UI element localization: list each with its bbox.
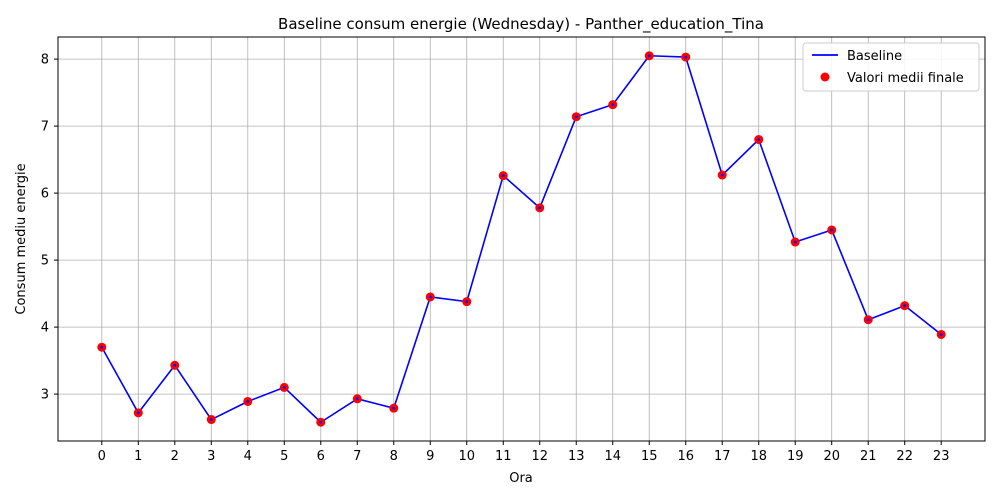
x-tick-label: 22 (896, 449, 913, 464)
line-vertex (939, 333, 943, 336)
line-vertex (319, 420, 323, 424)
line-vertex (465, 300, 469, 304)
x-tick-label: 7 (353, 449, 361, 464)
x-tick-label: 18 (750, 449, 767, 464)
plot-series (97, 51, 946, 427)
x-tick-label: 15 (641, 449, 658, 464)
x-tick-label: 17 (714, 449, 731, 464)
x-tick-label: 13 (568, 449, 585, 464)
legend: Baseline Valori medii finale (802, 42, 980, 92)
legend-label-valori-medii: Valori medii finale (847, 71, 964, 86)
line-vertex (903, 304, 907, 308)
x-tick-label: 11 (495, 449, 512, 464)
x-tick-label: 3 (207, 449, 215, 464)
line-vertex (355, 397, 359, 401)
line-vertex (428, 295, 432, 299)
line-vertex (282, 386, 286, 389)
baseline-line (101, 54, 942, 424)
line-vertex (647, 54, 651, 58)
legend-label-baseline: Baseline (847, 49, 902, 64)
x-axis-label: Ora (509, 471, 533, 486)
x-tick-label: 23 (933, 449, 950, 464)
x-tick-label: 19 (787, 449, 804, 464)
line-vertex (173, 363, 177, 367)
x-tick-label: 6 (317, 449, 325, 464)
line-vertex (830, 228, 834, 232)
line-vertex (209, 418, 213, 421)
line-vertex (136, 411, 140, 415)
x-tick-label: 5 (280, 449, 288, 464)
x-tick-label: 21 (860, 449, 877, 464)
line-vertex (611, 103, 615, 107)
axis-ticks: 0 1 2 3 4 5 6 7 8 9 10 11 12 13 14 15 16 17 18 19 20 21 22 2334… (41, 53, 950, 464)
x-tick-label: 10 (458, 449, 475, 464)
x-tick-label: 8 (390, 449, 398, 464)
x-tick-label: 1 (134, 449, 142, 464)
y-axis-label: Consum mediu energie (14, 163, 29, 314)
x-tick-label: 4 (244, 449, 252, 464)
legend-dot-swatch (820, 72, 830, 82)
line-vertex (793, 240, 797, 244)
legend-box (802, 42, 980, 92)
line-vertex (100, 345, 104, 349)
y-tick-label: 4 (41, 321, 49, 336)
x-tick-label: 12 (531, 449, 548, 464)
x-tick-label: 14 (604, 449, 621, 464)
line-vertex (720, 173, 724, 177)
line-vertex (246, 400, 250, 403)
line-vertex (501, 174, 505, 178)
line-vertex (684, 55, 688, 59)
y-tick-label: 3 (41, 388, 49, 403)
line-vertex (392, 406, 396, 410)
line-vertex (866, 318, 870, 322)
x-tick-label: 2 (171, 449, 179, 464)
y-tick-label: 6 (41, 187, 49, 202)
line-vertex (757, 138, 761, 141)
grid-lines (58, 37, 985, 441)
x-tick-label: 0 (98, 449, 106, 464)
line-vertex (538, 206, 542, 210)
y-tick-label: 5 (41, 254, 49, 269)
y-tick-label: 7 (41, 120, 49, 135)
line-vertex (574, 115, 578, 119)
plot-frame (57, 36, 986, 442)
x-tick-label: 9 (426, 449, 434, 464)
x-tick-label: 20 (823, 449, 840, 464)
y-tick-label: 8 (41, 53, 49, 68)
x-tick-label: 16 (677, 449, 694, 464)
chart-title: Baseline consum energie (Wednesday) - Pa… (278, 15, 764, 34)
